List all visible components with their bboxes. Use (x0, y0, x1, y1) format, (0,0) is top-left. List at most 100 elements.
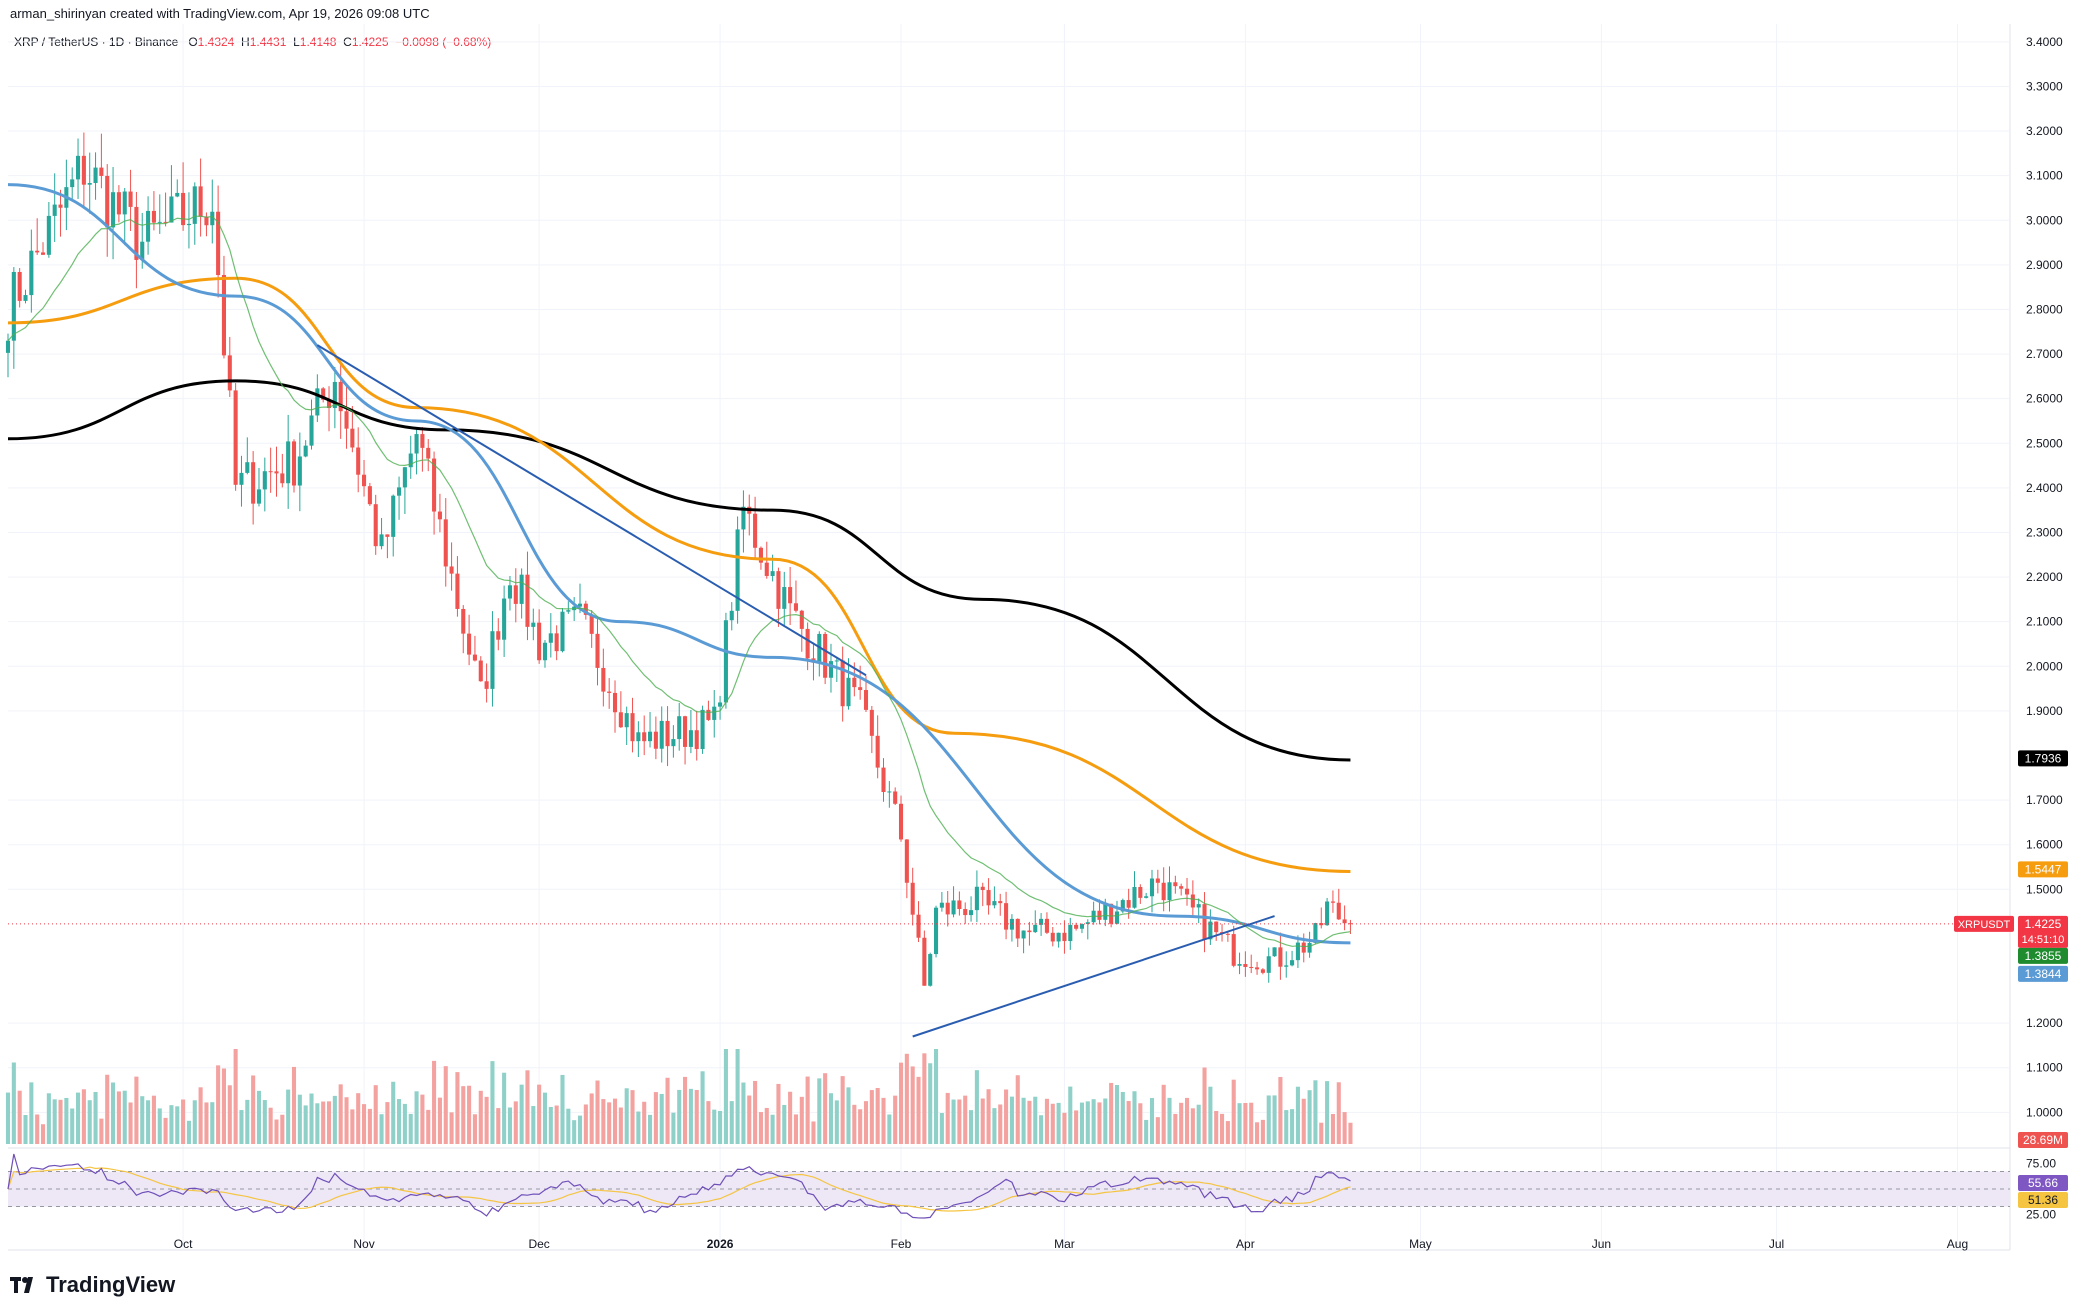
candle-body (420, 434, 425, 448)
volume-bar (612, 1098, 618, 1144)
price-tick-label: 1.1000 (2026, 1061, 2063, 1075)
volume-bar (1161, 1084, 1166, 1144)
volume-bars (5, 1049, 1353, 1144)
candle-body (1348, 923, 1353, 925)
volume-bar (181, 1099, 186, 1144)
volume-bar (105, 1074, 110, 1144)
volume-bar (1266, 1095, 1271, 1144)
candle-body (741, 506, 746, 530)
candle-body (519, 574, 524, 604)
candle-body (1039, 918, 1044, 925)
volume-bar (1149, 1098, 1155, 1144)
candle-body (58, 204, 63, 208)
candle-body (461, 608, 466, 634)
candle-body (1278, 947, 1283, 967)
candle-body (653, 731, 658, 749)
candle-body (969, 910, 974, 916)
volume-bar (157, 1108, 162, 1144)
volume-bar (338, 1084, 343, 1144)
volume-bar (75, 1092, 81, 1144)
volume-bar (677, 1089, 682, 1144)
trendline-ascending (912, 915, 1275, 1038)
candle-body (373, 504, 378, 547)
ema-50-badge-text: 1.3855 (2025, 949, 2062, 963)
volume-bar (974, 1070, 979, 1144)
volume-bar (537, 1084, 542, 1144)
volume-bar (560, 1074, 565, 1144)
time-axis[interactable]: Oct Nov Dec 2026 Feb Mar Apr May Jun Jul Aug (174, 1237, 1968, 1251)
volume-bar (723, 1049, 728, 1144)
candle-body (1138, 886, 1143, 898)
volume-bar (391, 1081, 396, 1144)
volume-bar (1284, 1110, 1289, 1144)
candle-body (677, 716, 682, 740)
candle-body (916, 914, 921, 938)
candle-body (607, 691, 612, 693)
volume-bar (467, 1085, 472, 1144)
candle-body (1056, 932, 1061, 942)
candle-body (852, 677, 857, 688)
volume-bar (449, 1112, 454, 1144)
volume-badge-text: 28.69M (2023, 1133, 2063, 1147)
trendlines[interactable] (316, 344, 1275, 1038)
volume-bar (1097, 1102, 1102, 1144)
time-tick-label: Apr (1236, 1237, 1255, 1251)
volume-bar (303, 1105, 308, 1144)
candle-body (239, 472, 244, 485)
volume-bar (221, 1068, 227, 1144)
last-price-badge (2018, 915, 2068, 948)
candle-body (846, 677, 851, 707)
volume-bar (420, 1094, 425, 1144)
candle-body (904, 839, 909, 883)
candle-body (472, 654, 477, 661)
moving-averages (7, 183, 2010, 948)
candle-body (933, 907, 939, 955)
volume-bar (326, 1101, 332, 1144)
candle-body (221, 275, 227, 356)
candle-body (122, 191, 127, 215)
volume-bar (356, 1093, 361, 1144)
candle-body (1330, 901, 1335, 903)
volume-bar (1004, 1089, 1009, 1144)
volume-bar (747, 1095, 752, 1144)
volume-bar (1062, 1112, 1067, 1144)
volume-bar (665, 1077, 670, 1144)
trendline-descending (316, 344, 867, 677)
candle-body (881, 767, 886, 793)
candle-body (1179, 886, 1184, 889)
candle-body (169, 196, 174, 223)
candle-body (309, 415, 314, 446)
volume-bar (1132, 1091, 1137, 1144)
candle-body (93, 167, 98, 184)
volume-bar (840, 1076, 845, 1144)
volume-bar (99, 1118, 104, 1144)
candle-body (683, 716, 688, 747)
price-tick-label: 2.2000 (2026, 570, 2063, 584)
volume-bar (496, 1108, 501, 1144)
candle-body (1015, 918, 1020, 939)
candles[interactable] (5, 132, 1353, 987)
price-axis[interactable]: 3.4000 3.3000 3.2000 3.1000 3.0000 2.9000 2.80… (2026, 35, 2063, 1222)
volume-bar (881, 1097, 886, 1144)
volume-bar (916, 1076, 921, 1144)
volume-bar (1330, 1114, 1335, 1144)
volume-bar (455, 1072, 460, 1144)
candle-body (286, 441, 291, 484)
candle-body (414, 434, 419, 454)
price-tick-label: 2.0000 (2026, 659, 2063, 673)
candle-body (758, 547, 763, 563)
candle-body (718, 702, 723, 707)
volume-bar (741, 1082, 746, 1144)
tradingview-logo[interactable]: TradingView (10, 1272, 175, 1298)
volume-bar (898, 1062, 904, 1144)
volume-bar (630, 1090, 635, 1144)
volume-bar (1336, 1082, 1341, 1144)
volume-bar (373, 1085, 378, 1144)
ema-50-line (7, 183, 1351, 945)
candle-body (5, 340, 11, 353)
candle-body (1167, 882, 1172, 901)
volume-bar (671, 1112, 676, 1144)
candle-body (723, 620, 728, 703)
candle-body (338, 381, 343, 412)
